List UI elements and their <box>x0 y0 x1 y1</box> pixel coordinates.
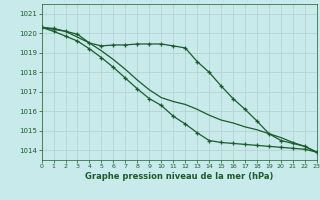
X-axis label: Graphe pression niveau de la mer (hPa): Graphe pression niveau de la mer (hPa) <box>85 172 273 181</box>
